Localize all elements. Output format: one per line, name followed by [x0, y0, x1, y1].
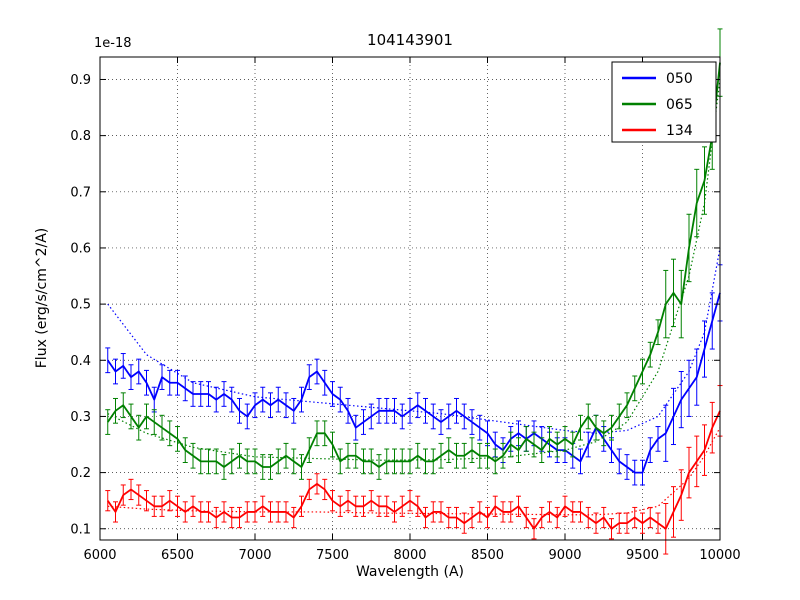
svg-text:0.3: 0.3 — [70, 410, 91, 425]
svg-text:9000: 9000 — [548, 548, 581, 563]
svg-text:7000: 7000 — [238, 548, 271, 563]
svg-text:0.2: 0.2 — [70, 466, 91, 481]
y-axis-label: Flux (erg/s/cm^2/A) — [34, 227, 50, 369]
legend-label: 050 — [666, 71, 693, 87]
svg-text:0.5: 0.5 — [70, 298, 91, 313]
svg-text:10000: 10000 — [699, 548, 740, 563]
svg-text:8500: 8500 — [471, 548, 504, 563]
legend-label: 065 — [666, 97, 693, 113]
svg-text:0.6: 0.6 — [70, 241, 91, 256]
svg-text:6500: 6500 — [161, 548, 194, 563]
legend: 050 065 134 — [611, 61, 717, 143]
svg-text:9500: 9500 — [626, 548, 659, 563]
legend-label: 134 — [666, 123, 693, 139]
svg-text:0.9: 0.9 — [70, 73, 91, 88]
svg-text:0.8: 0.8 — [70, 129, 91, 144]
svg-text:0.1: 0.1 — [70, 522, 91, 537]
svg-text:0.4: 0.4 — [70, 354, 91, 369]
svg-text:6000: 6000 — [83, 548, 116, 563]
svg-text:8000: 8000 — [393, 548, 426, 563]
svg-text:7500: 7500 — [316, 548, 349, 563]
y-axis-offset-text: 1e-18 — [94, 36, 132, 51]
svg-text:0.7: 0.7 — [70, 185, 91, 200]
chart-title: 104143901 — [367, 31, 453, 49]
x-axis-label: Wavelength (A) — [355, 564, 464, 580]
